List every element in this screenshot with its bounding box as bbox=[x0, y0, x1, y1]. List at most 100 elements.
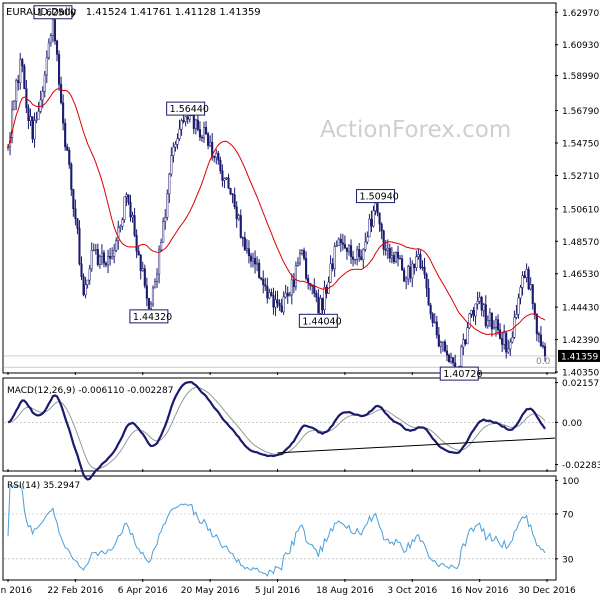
candle-body bbox=[535, 313, 538, 335]
moving-average-layer bbox=[7, 88, 546, 336]
candle-body bbox=[409, 266, 412, 279]
macd-title: MACD(12,26,9) -0.006110 -0.002287 bbox=[7, 386, 173, 396]
candle-body bbox=[213, 156, 216, 158]
price-axis-tick-label: 1.44430 bbox=[562, 304, 599, 314]
candle-body bbox=[345, 247, 348, 252]
axes-layer: 1.62970 1.60930 1.58990 1.56790 1.54750 1.527… bbox=[0, 9, 600, 596]
candle-body bbox=[278, 302, 281, 307]
candle-body bbox=[51, 19, 54, 36]
symbol-label: EURAUD,Daily bbox=[6, 7, 77, 18]
rsi-line bbox=[7, 485, 546, 577]
rsi-title: RSI(14) 35.2947 bbox=[7, 481, 80, 491]
candle-body bbox=[266, 286, 269, 299]
candle-body bbox=[78, 228, 81, 265]
candle-body bbox=[198, 129, 201, 138]
candle-body bbox=[486, 320, 489, 327]
candle-body bbox=[6, 146, 10, 149]
candle-body bbox=[149, 303, 152, 310]
price-label-text: 1.50940 bbox=[360, 192, 399, 203]
candle-body bbox=[274, 299, 277, 308]
candle-body bbox=[111, 256, 114, 259]
candle-body bbox=[133, 215, 136, 236]
price-label-box bbox=[298, 313, 338, 328]
candle-body bbox=[507, 348, 510, 353]
price-axis-tick-label: 1.46530 bbox=[562, 270, 599, 280]
candle-body bbox=[529, 284, 532, 290]
candle-body bbox=[319, 298, 322, 314]
candle-body bbox=[419, 254, 422, 269]
candle-body bbox=[329, 263, 332, 283]
candle-body bbox=[331, 263, 334, 270]
candle-body bbox=[494, 319, 498, 328]
candle-body bbox=[88, 268, 91, 281]
x-axis-tick-label: 18 Aug 2016 bbox=[316, 586, 374, 596]
candle-body bbox=[364, 241, 367, 250]
candle-body bbox=[333, 246, 336, 270]
candle-body bbox=[441, 341, 444, 343]
current-price-box bbox=[558, 349, 600, 362]
candle-body bbox=[41, 91, 44, 101]
macd-layer bbox=[7, 380, 556, 481]
x-axis-tick-label: 3 Oct 2016 bbox=[387, 586, 437, 596]
x-axis-tick-label: 30 Dec 2016 bbox=[518, 586, 576, 596]
candle-body bbox=[505, 332, 508, 353]
candle-body bbox=[401, 258, 404, 271]
candle-body bbox=[496, 319, 500, 331]
candle-body bbox=[462, 339, 465, 348]
candle-body bbox=[109, 255, 112, 259]
candle-body bbox=[135, 235, 138, 252]
candle-body bbox=[176, 138, 179, 145]
candle-body bbox=[221, 170, 224, 181]
candle-body bbox=[66, 146, 69, 151]
candle-body bbox=[68, 149, 71, 165]
candle-body bbox=[339, 238, 342, 243]
candle-body bbox=[368, 218, 371, 238]
candle-body bbox=[49, 35, 52, 44]
rsi-panel-frame bbox=[2, 475, 557, 581]
x-axis-tick-label: 6 Apr 2016 bbox=[118, 586, 168, 596]
candle-body bbox=[466, 327, 469, 345]
price-label-text: 1.44320 bbox=[133, 312, 172, 323]
candle-body bbox=[515, 314, 518, 318]
candle-body bbox=[499, 329, 502, 339]
x-axis-tick-label: 20 May 2016 bbox=[181, 586, 240, 596]
candle-body bbox=[325, 287, 328, 294]
candle-body bbox=[527, 269, 530, 290]
price-label-text: 1.56440 bbox=[170, 104, 209, 115]
candle-body bbox=[354, 258, 357, 261]
candle-body bbox=[80, 263, 83, 277]
candle-body bbox=[452, 357, 455, 364]
candle-body bbox=[129, 202, 132, 218]
candle-body bbox=[290, 279, 293, 296]
candle-body bbox=[11, 109, 14, 138]
price-label-box bbox=[129, 309, 169, 324]
candle-body bbox=[286, 292, 289, 297]
candle-body bbox=[123, 196, 126, 221]
candle-body bbox=[37, 111, 40, 120]
candle-body bbox=[374, 203, 377, 212]
x-axis-tick-label: 16 Nov 2016 bbox=[451, 586, 509, 596]
candle-body bbox=[460, 346, 463, 367]
candle-body bbox=[539, 334, 542, 347]
candle-body bbox=[362, 249, 365, 260]
candle-body bbox=[200, 136, 204, 139]
candle-body bbox=[490, 312, 493, 330]
candle-body bbox=[464, 339, 467, 345]
candle-body bbox=[158, 249, 161, 275]
candle-body bbox=[472, 310, 475, 317]
candle-body bbox=[64, 122, 67, 148]
candle-body bbox=[184, 116, 187, 122]
candle-body bbox=[13, 100, 16, 111]
candle-body bbox=[478, 296, 481, 302]
candle-body bbox=[55, 40, 59, 55]
candle-body bbox=[517, 297, 520, 315]
candle-body bbox=[468, 313, 471, 328]
candle-body bbox=[233, 194, 236, 208]
candle-body bbox=[411, 263, 414, 279]
price-axis-tick-label: 1.48570 bbox=[562, 238, 599, 248]
rsi-axis-tick-label: 100 bbox=[562, 477, 579, 487]
candle-body bbox=[205, 127, 208, 135]
candle-body bbox=[317, 296, 320, 314]
